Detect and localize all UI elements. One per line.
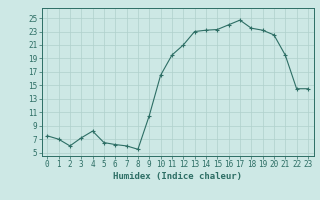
X-axis label: Humidex (Indice chaleur): Humidex (Indice chaleur) <box>113 172 242 181</box>
